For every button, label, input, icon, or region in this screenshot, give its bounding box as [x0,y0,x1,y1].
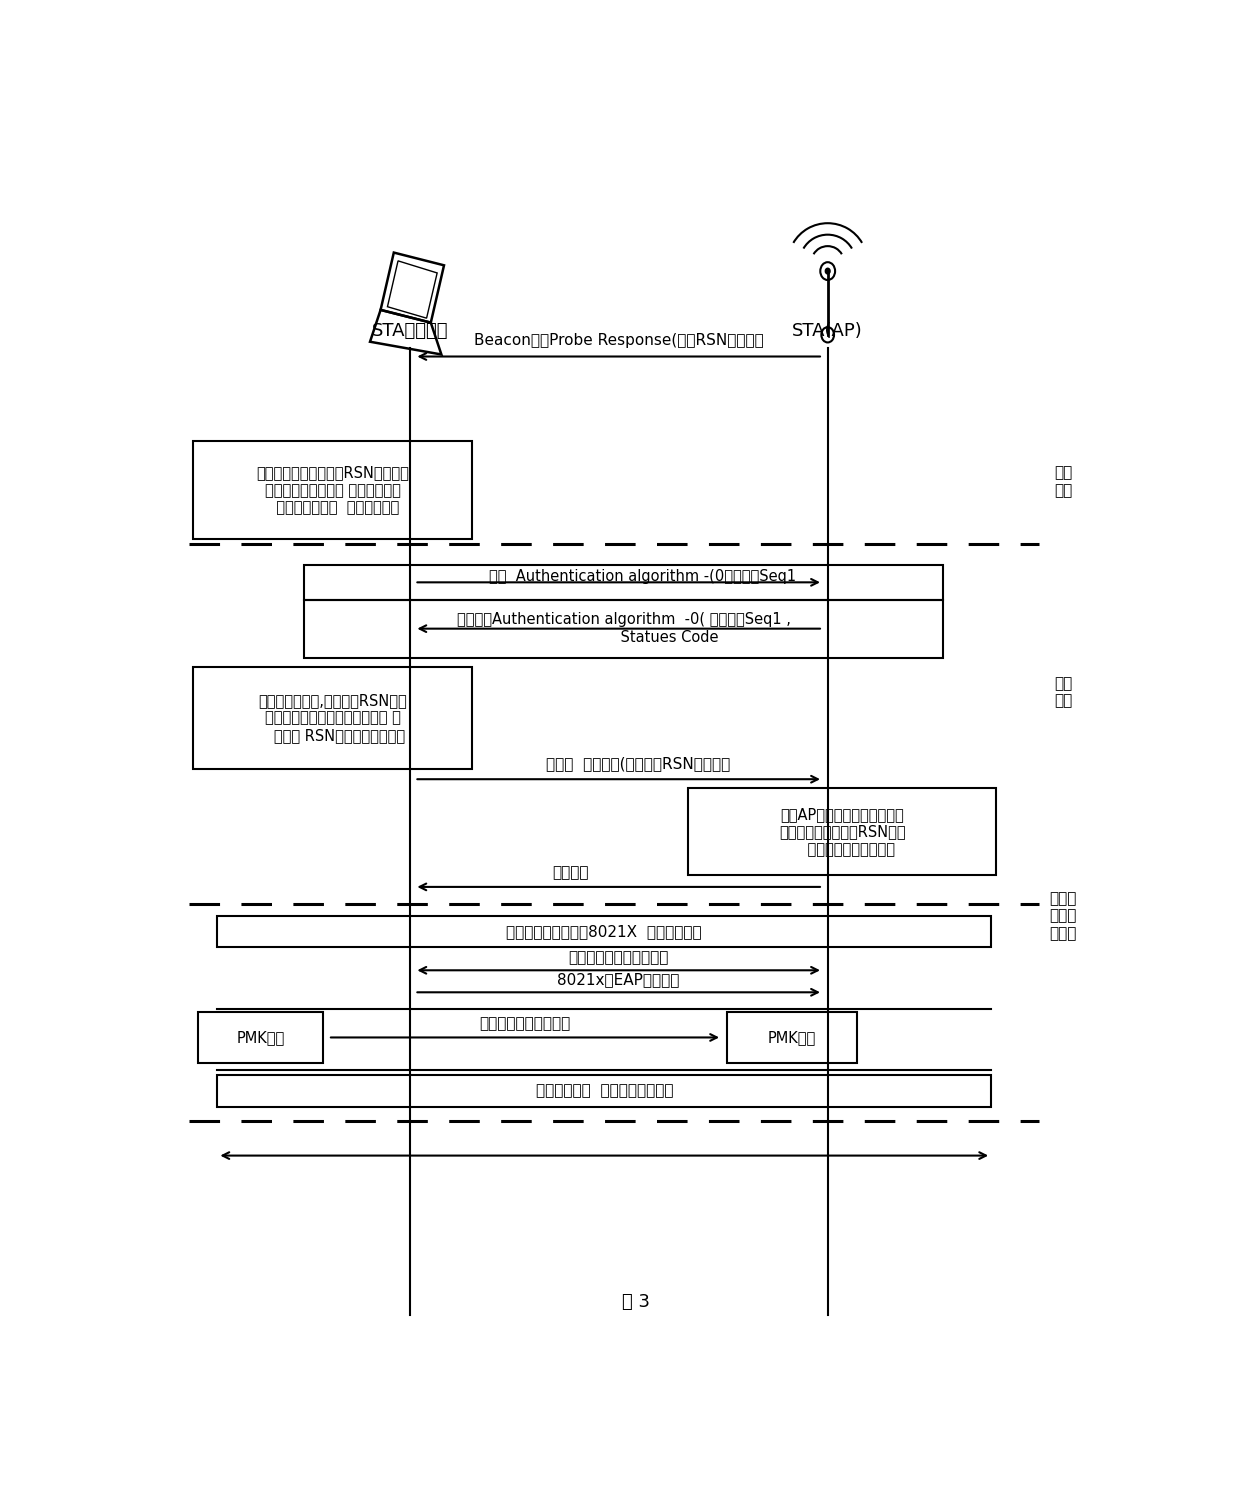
Text: 判断是否在信标中含有RSN，以及其
它字段是否能够兼容 优其是能力字
  段）兼容则继续  否则拒绝加入: 判断是否在信标中含有RSN，以及其 它字段是否能够兼容 优其是能力字 段）兼容则… [257,465,409,516]
Text: PMK建立: PMK建立 [768,1030,816,1045]
Text: 扫描
阶段: 扫描 阶段 [1054,465,1073,498]
Text: STA移动终端: STA移动终端 [372,322,448,340]
Text: 图 3: 图 3 [621,1292,650,1310]
Text: 四步握手建立安全关联: 四步握手建立安全关联 [480,1017,570,1032]
Text: 关联
阶段: 关联 阶段 [1054,677,1073,708]
Text: 如果AP决定接收这个关联则它
就使用关联请求中的RSN信息
    元素的忍着和密钥算法: 如果AP决定接收这个关联则它 就使用关联请求中的RSN信息 元素的忍着和密钥算法 [779,808,905,857]
Bar [193,666,472,769]
Text: 8021x＋EAP认证过程: 8021x＋EAP认证过程 [558,972,680,987]
Bar [304,566,942,600]
Text: 关联响应: 关联响应 [552,865,589,880]
Text: 链路认证通过后,从收到的RSN中选
择一个支持的认证和加密族算法 生
   成一个 RSN并加入到关联帧中: 链路认证通过后,从收到的RSN中选 择一个支持的认证和加密族算法 生 成一个 R… [258,693,407,743]
Text: 受控端口打开  可以进行数据交换: 受控端口打开 可以进行数据交换 [536,1083,673,1098]
Bar [304,600,942,657]
Bar [217,1074,991,1107]
Bar [727,1012,857,1063]
Text: 关联帧  重关联帧(应该含有RSN信息元素: 关联帧 重关联帧(应该含有RSN信息元素 [546,757,730,772]
Bar [217,916,991,948]
Bar [688,788,996,875]
Circle shape [826,268,830,274]
Text: 上层相互的身份认证过程: 上层相互的身份认证过程 [568,951,668,966]
Text: Beacon或者Probe Response(含有RSN信息元素: Beacon或者Probe Response(含有RSN信息元素 [474,332,764,347]
Text: STA(AP): STA(AP) [792,322,863,340]
Bar [193,441,472,540]
Text: 安全参数的协商成功8021X  受控端口阻塞: 安全参数的协商成功8021X 受控端口阻塞 [506,923,702,938]
Text: 认证  Authentication algorithm -(0开放认证Seq1: 认证 Authentication algorithm -(0开放认证Seq1 [489,569,796,584]
Text: 认证响应Authentication algorithm  -0( 开放认证Seq1 ,
                    Statues Code: 认证响应Authentication algorithm -0( 开放认证Seq… [456,612,790,645]
Text: PMK建立: PMK建立 [237,1030,285,1045]
Bar [198,1012,324,1063]
Text: 服务级
安全关
联阶段: 服务级 安全关 联阶段 [1049,890,1076,942]
